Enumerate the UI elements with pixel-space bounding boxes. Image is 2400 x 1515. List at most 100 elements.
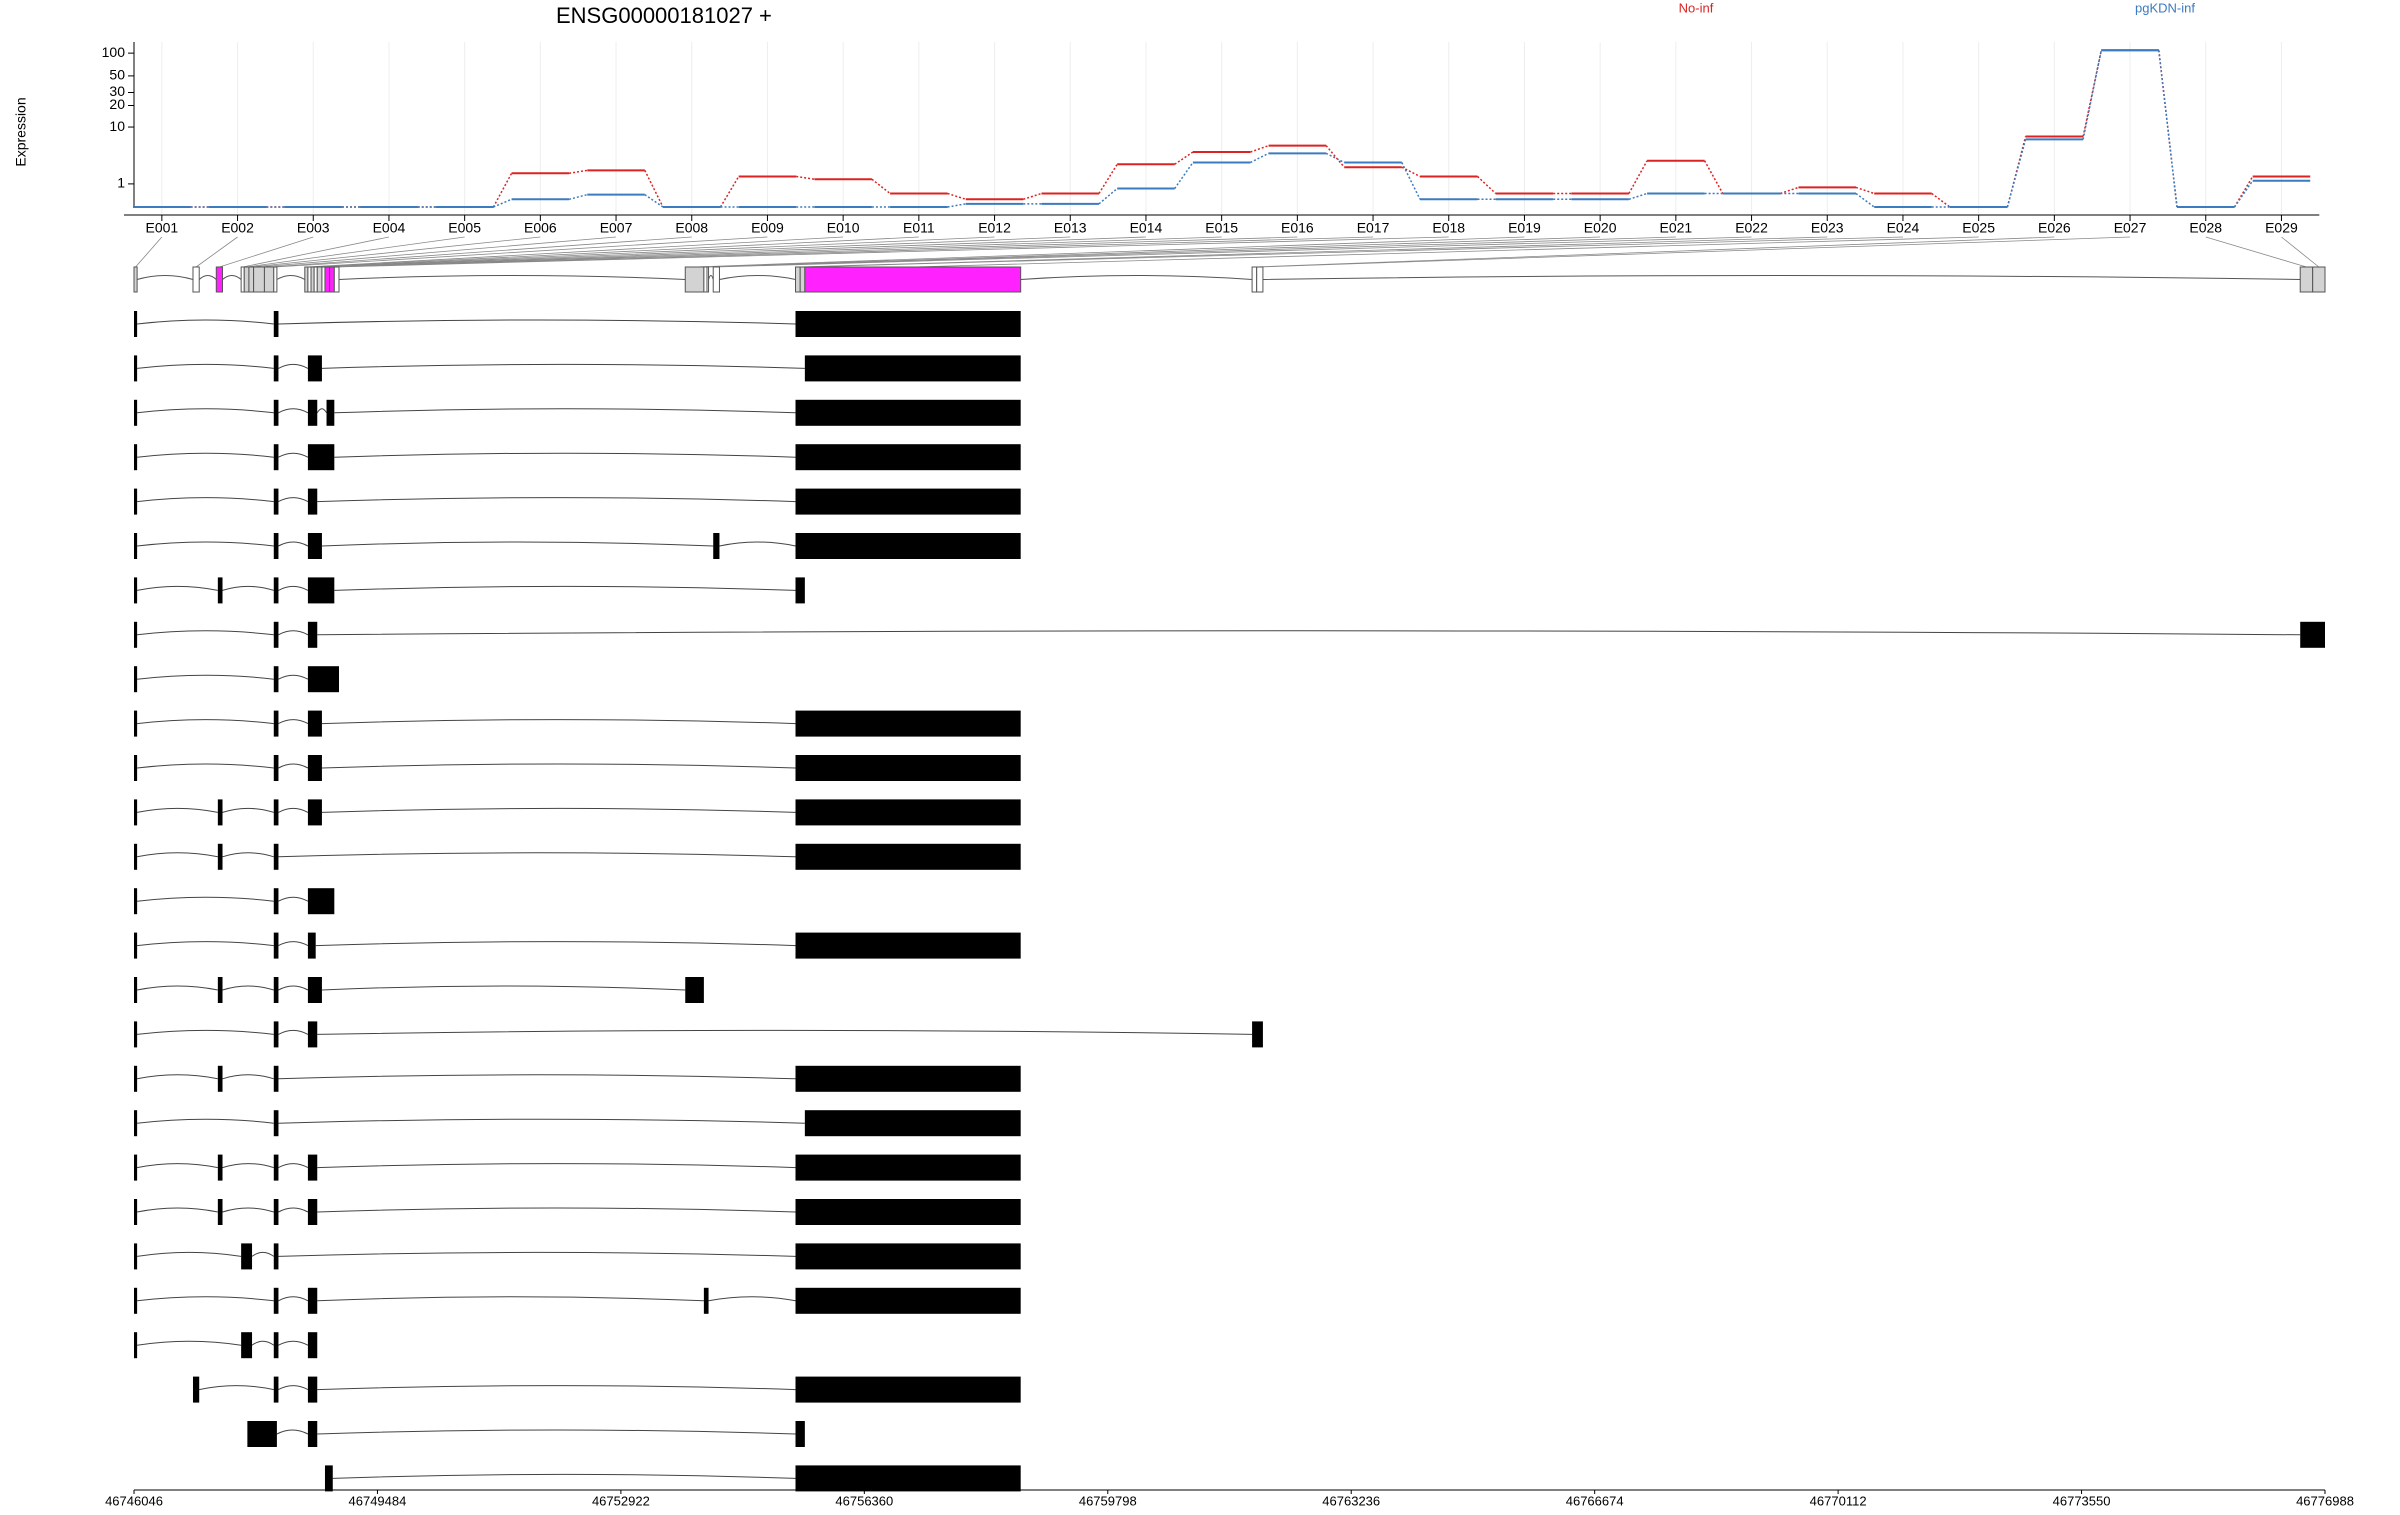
bin-connector xyxy=(258,236,617,268)
bin-connector xyxy=(309,236,919,268)
bin-connector xyxy=(195,236,238,268)
expression-connector xyxy=(1023,192,1042,201)
exon xyxy=(273,311,279,337)
intron xyxy=(278,852,796,858)
expression-connector xyxy=(1401,166,1421,178)
y-tick-label: 1 xyxy=(117,175,125,191)
exon xyxy=(307,1332,318,1359)
bin-connector xyxy=(707,236,1676,268)
exon xyxy=(795,1287,1021,1314)
expression-connector xyxy=(1703,160,1724,194)
intron xyxy=(137,630,274,636)
x-tick-label: E003 xyxy=(297,220,330,236)
exon xyxy=(273,1065,279,1092)
exon xyxy=(134,843,138,870)
exon xyxy=(134,311,138,337)
intron xyxy=(222,1074,274,1080)
intron xyxy=(137,408,274,414)
exon xyxy=(307,621,318,648)
intron xyxy=(137,1029,274,1035)
bin-connector xyxy=(912,236,1979,268)
expression-connector xyxy=(1931,192,1951,208)
bin-connector xyxy=(242,236,390,268)
x-tick-label: E012 xyxy=(978,220,1011,236)
exon xyxy=(795,399,1021,426)
exon xyxy=(307,1021,318,1048)
exon-bin xyxy=(333,266,340,293)
intron xyxy=(321,719,796,725)
exon xyxy=(273,1243,279,1270)
bin-connector xyxy=(323,236,1222,268)
expression-connector xyxy=(1855,192,1875,208)
intron xyxy=(316,408,327,414)
intron xyxy=(137,1163,218,1169)
intron xyxy=(317,1385,796,1391)
bin-connector xyxy=(797,236,1828,268)
intron xyxy=(137,1296,274,1302)
exon xyxy=(795,533,1021,559)
expression-connector xyxy=(1780,186,1799,195)
x-tick-label: E029 xyxy=(2265,220,2298,236)
intron xyxy=(278,719,309,725)
intron xyxy=(338,275,686,280)
intron xyxy=(251,1251,275,1257)
bin-connector xyxy=(306,236,844,268)
exon xyxy=(1252,1021,1263,1048)
exon-bin xyxy=(2312,266,2326,293)
intron xyxy=(278,1029,309,1035)
intron xyxy=(136,275,194,280)
exon xyxy=(795,843,1021,870)
expression-connector xyxy=(1628,160,1648,194)
bin-connector xyxy=(2281,236,2320,268)
exon xyxy=(273,843,279,870)
x-tick-label: E015 xyxy=(1205,220,1238,236)
expression-connector xyxy=(1174,151,1194,165)
intron xyxy=(278,497,309,503)
exon-bin xyxy=(215,266,224,293)
exon xyxy=(134,621,138,648)
expression-connector xyxy=(1250,152,1269,164)
intron xyxy=(334,452,796,458)
exon xyxy=(795,577,805,604)
expression-connector xyxy=(644,193,664,208)
expression-connector xyxy=(644,170,664,208)
expression-connector xyxy=(1477,175,1497,195)
intron xyxy=(276,275,306,280)
exon xyxy=(795,311,1021,337)
intron xyxy=(278,541,309,547)
exon xyxy=(134,1065,138,1092)
x-tick-label: E001 xyxy=(145,220,178,236)
exon xyxy=(795,1243,1021,1270)
exon xyxy=(134,577,138,604)
exon xyxy=(273,755,279,781)
exon xyxy=(795,799,1021,826)
intron xyxy=(278,1385,309,1391)
exon-bin xyxy=(253,266,265,293)
exon xyxy=(134,1021,138,1048)
bin-connector xyxy=(275,236,768,268)
exon xyxy=(134,399,138,426)
exon-bin xyxy=(795,266,801,293)
exon xyxy=(273,355,279,382)
y-tick-label: 100 xyxy=(102,44,126,60)
bin-connector xyxy=(135,236,163,268)
x-tick-label: E027 xyxy=(2114,220,2147,236)
intron xyxy=(276,1429,309,1435)
expression-connector xyxy=(2158,50,2178,208)
exon xyxy=(217,1065,223,1092)
exon-bin xyxy=(324,266,331,293)
intron xyxy=(278,1207,309,1213)
intron xyxy=(222,1207,274,1213)
bin-connector xyxy=(705,236,1601,268)
intron xyxy=(278,1074,796,1080)
intron xyxy=(137,1251,242,1257)
x-tick-label: E024 xyxy=(1887,220,1920,236)
exon xyxy=(307,1421,318,1447)
intron xyxy=(278,896,309,902)
exon xyxy=(795,1376,1021,1403)
x-tick-label: E022 xyxy=(1735,220,1768,236)
intron xyxy=(719,541,796,547)
x-tick-label: 46763236 xyxy=(1322,1493,1380,1508)
exon xyxy=(795,444,1021,471)
